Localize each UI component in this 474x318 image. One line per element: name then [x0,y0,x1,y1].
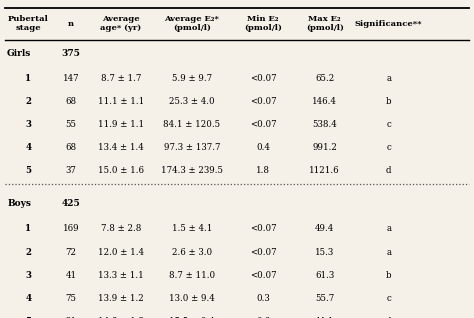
Text: 15.5 ± 9.4: 15.5 ± 9.4 [169,317,215,318]
Text: 11.1 ± 1.1: 11.1 ± 1.1 [98,97,144,106]
Text: 72: 72 [65,248,77,257]
Text: 75: 75 [65,294,77,303]
Text: a: a [386,73,391,83]
Text: b: b [386,271,392,280]
Text: 15.0 ± 1.6: 15.0 ± 1.6 [98,166,144,176]
Text: 5: 5 [26,317,31,318]
Text: Significance**: Significance** [355,20,422,28]
Text: 1121.6: 1121.6 [310,166,340,176]
Text: 68: 68 [65,97,77,106]
Text: 15.3: 15.3 [315,248,334,257]
Text: <0.07: <0.07 [250,225,276,233]
Text: 4: 4 [26,143,31,152]
Text: 1.5 ± 4.1: 1.5 ± 4.1 [172,225,212,233]
Text: 1: 1 [26,225,31,233]
Text: 0.6: 0.6 [256,317,270,318]
Text: 2: 2 [26,248,31,257]
Text: 8.7 ± 11.0: 8.7 ± 11.0 [169,271,215,280]
Text: 169: 169 [63,225,80,233]
Text: 13.9 ± 1.2: 13.9 ± 1.2 [98,294,144,303]
Text: 3: 3 [26,120,31,129]
Text: 37: 37 [66,166,76,176]
Text: 44.1: 44.1 [315,317,334,318]
Text: 49.4: 49.4 [315,225,334,233]
Text: Average
age* (yr): Average age* (yr) [100,15,141,32]
Text: 13.4 ± 1.4: 13.4 ± 1.4 [98,143,144,152]
Text: 0.4: 0.4 [256,143,270,152]
Text: Boys: Boys [7,199,31,208]
Text: a: a [386,248,391,257]
Text: 3: 3 [26,271,31,280]
Text: d: d [386,317,392,318]
Text: 1: 1 [26,73,31,83]
Text: 0.3: 0.3 [256,294,270,303]
Text: n: n [68,20,74,28]
Text: 5.9 ± 9.7: 5.9 ± 9.7 [172,73,212,83]
Text: 5: 5 [26,166,31,176]
Text: Max E₂
(pmol/l): Max E₂ (pmol/l) [306,15,344,32]
Text: 65.2: 65.2 [315,73,334,83]
Text: 12.0 ± 1.4: 12.0 ± 1.4 [98,248,144,257]
Text: 21: 21 [65,317,77,318]
Text: Average E₂*
(pmol/l): Average E₂* (pmol/l) [164,15,219,32]
Text: <0.07: <0.07 [250,248,276,257]
Text: 13.0 ± 9.4: 13.0 ± 9.4 [169,294,215,303]
Text: 146.4: 146.4 [312,97,337,106]
Text: 55.7: 55.7 [315,294,334,303]
Text: 8.7 ± 1.7: 8.7 ± 1.7 [100,73,141,83]
Text: 97.3 ± 137.7: 97.3 ± 137.7 [164,143,220,152]
Text: <0.07: <0.07 [250,97,276,106]
Text: 25.3 ± 4.0: 25.3 ± 4.0 [169,97,215,106]
Text: <0.07: <0.07 [250,271,276,280]
Text: Pubertal
stage: Pubertal stage [8,15,49,32]
Text: 2: 2 [26,97,31,106]
Text: 147: 147 [63,73,80,83]
Text: 84.1 ± 120.5: 84.1 ± 120.5 [164,120,220,129]
Text: 4: 4 [26,294,31,303]
Text: 55: 55 [65,120,77,129]
Text: <0.07: <0.07 [250,120,276,129]
Text: a: a [386,225,391,233]
Text: 68: 68 [65,143,77,152]
Text: 2.6 ± 3.0: 2.6 ± 3.0 [172,248,212,257]
Text: 7.8 ± 2.8: 7.8 ± 2.8 [100,225,141,233]
Text: 13.3 ± 1.1: 13.3 ± 1.1 [98,271,144,280]
Text: 11.9 ± 1.1: 11.9 ± 1.1 [98,120,144,129]
Text: 425: 425 [62,199,81,208]
Text: c: c [386,120,391,129]
Text: 1.8: 1.8 [256,166,270,176]
Text: Girls: Girls [7,49,31,58]
Text: b: b [386,97,392,106]
Text: c: c [386,143,391,152]
Text: 538.4: 538.4 [312,120,337,129]
Text: 174.3 ± 239.5: 174.3 ± 239.5 [161,166,223,176]
Text: c: c [386,294,391,303]
Text: 991.2: 991.2 [312,143,337,152]
Text: 61.3: 61.3 [315,271,334,280]
Text: 14.8 ± 1.3: 14.8 ± 1.3 [98,317,144,318]
Text: <0.07: <0.07 [250,73,276,83]
Text: 41: 41 [65,271,77,280]
Text: 375: 375 [62,49,81,58]
Text: d: d [386,166,392,176]
Text: Min E₂
(pmol/l): Min E₂ (pmol/l) [244,15,282,32]
